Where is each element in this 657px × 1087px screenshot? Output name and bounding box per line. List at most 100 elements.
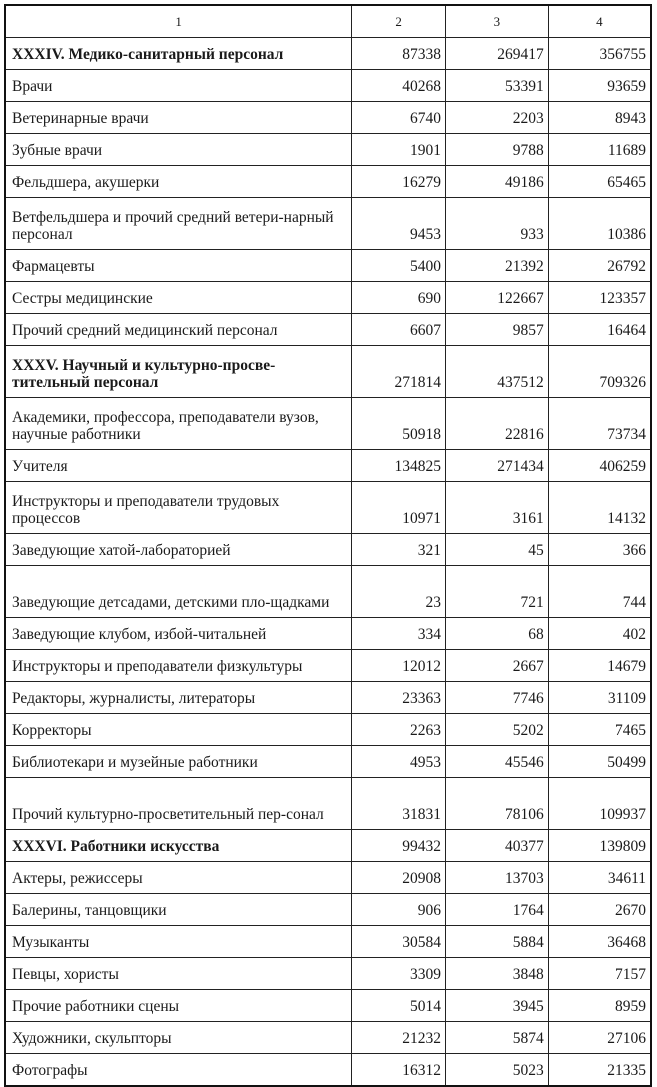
value-col-3: 22816: [445, 397, 549, 450]
row-label: Врачи: [4, 69, 353, 102]
table-row: Прочий культурно-просветительный пер-сон…: [4, 777, 652, 830]
value-col-4: 16464: [547, 313, 652, 346]
value-col-4: 14679: [547, 649, 652, 682]
value-col-2: 6740: [351, 101, 446, 134]
table-row: Музыканты 30584 5884 36468: [4, 925, 652, 958]
value-col-3: 1764: [445, 893, 549, 926]
value-col-3: 13703: [445, 861, 549, 894]
column-header-4: 4: [547, 4, 652, 38]
row-label: XXXVI. Работники искусства: [4, 829, 353, 862]
value-col-4: 709326: [547, 345, 652, 398]
value-col-4: 7157: [547, 957, 652, 990]
value-col-4: 93659: [547, 69, 652, 102]
value-col-2: 31831: [351, 777, 446, 830]
value-col-4: 8959: [547, 989, 652, 1022]
row-label: Фотографы: [4, 1053, 353, 1087]
value-col-4: 366: [547, 533, 652, 566]
value-col-2: 21232: [351, 1021, 446, 1054]
column-header-3: 3: [445, 4, 549, 38]
value-col-4: 7465: [547, 713, 652, 746]
column-number-row: 1 2 3 4: [4, 4, 652, 38]
value-col-3: 2667: [445, 649, 549, 682]
value-col-4: 26792: [547, 249, 652, 282]
value-col-2: 30584: [351, 925, 446, 958]
value-col-2: 3309: [351, 957, 446, 990]
value-col-3: 3945: [445, 989, 549, 1022]
value-col-3: 49186: [445, 165, 549, 198]
table-row: Заведующие хатой-лабораторией 321 45 366: [4, 533, 652, 566]
value-col-2: 87338: [351, 37, 446, 70]
value-col-3: 5023: [445, 1053, 549, 1087]
value-col-3: 271434: [445, 449, 549, 482]
value-col-4: 21335: [547, 1053, 652, 1087]
value-col-2: 5400: [351, 249, 446, 282]
row-label: Прочий культурно-просветительный пер-сон…: [4, 777, 353, 830]
row-label: Редакторы, журналисты, литераторы: [4, 681, 353, 714]
section-header-row: XXXV. Научный и культурно-просве-тительн…: [4, 345, 652, 398]
value-col-2: 50918: [351, 397, 446, 450]
value-col-3: 5202: [445, 713, 549, 746]
value-col-3: 933: [445, 197, 549, 250]
value-col-4: 744: [547, 565, 652, 618]
column-header-1: 1: [4, 4, 353, 38]
row-label: Библиотекари и музейные работники: [4, 745, 353, 778]
value-col-2: 12012: [351, 649, 446, 682]
table-body: XXXIV. Медико-санитарный персонал 87338 26…: [4, 37, 652, 1087]
row-label: Актеры, режиссеры: [4, 861, 353, 894]
table-row: Сестры медицинские 690 122667 123357: [4, 281, 652, 314]
table-row: Фотографы 16312 5023 21335: [4, 1053, 652, 1087]
value-col-2: 690: [351, 281, 446, 314]
value-col-2: 271814: [351, 345, 446, 398]
value-col-3: 2203: [445, 101, 549, 134]
value-col-3: 7746: [445, 681, 549, 714]
table-row: Художники, скульпторы 21232 5874 27106: [4, 1021, 652, 1054]
value-col-3: 45: [445, 533, 549, 566]
row-label: Художники, скульпторы: [4, 1021, 353, 1054]
value-col-2: 23: [351, 565, 446, 618]
value-col-3: 68: [445, 617, 549, 650]
table-row: Учителя 134825 271434 406259: [4, 449, 652, 482]
value-col-4: 2670: [547, 893, 652, 926]
row-label: XXXV. Научный и культурно-просве-тительн…: [4, 345, 353, 398]
value-col-4: 109937: [547, 777, 652, 830]
value-col-4: 50499: [547, 745, 652, 778]
row-label: Инструкторы и преподаватели трудовых про…: [4, 481, 353, 534]
value-col-4: 402: [547, 617, 652, 650]
table-row: Фельдшера, акушерки 16279 49186 65465: [4, 165, 652, 198]
value-col-4: 14132: [547, 481, 652, 534]
value-col-4: 31109: [547, 681, 652, 714]
row-label: Заведующие хатой-лабораторией: [4, 533, 353, 566]
value-col-2: 16279: [351, 165, 446, 198]
statistics-table: 1 2 3 4 XXXIV. Медико-санитарный персона…: [4, 4, 652, 1087]
table-row: Инструкторы и преподаватели физкультуры 1…: [4, 649, 652, 682]
value-col-2: 9453: [351, 197, 446, 250]
value-col-3: 5884: [445, 925, 549, 958]
value-col-3: 721: [445, 565, 549, 618]
value-col-2: 2263: [351, 713, 446, 746]
row-label: Музыканты: [4, 925, 353, 958]
value-col-4: 356755: [547, 37, 652, 70]
value-col-4: 8943: [547, 101, 652, 134]
row-label: Инструкторы и преподаватели физкультуры: [4, 649, 353, 682]
row-label: XXXIV. Медико-санитарный персонал: [4, 37, 353, 70]
value-col-4: 406259: [547, 449, 652, 482]
row-label: Прочий средний медицинский персонал: [4, 313, 353, 346]
value-col-3: 5874: [445, 1021, 549, 1054]
row-label: Ветфельдшера и прочий средний ветери-нар…: [4, 197, 353, 250]
value-col-2: 16312: [351, 1053, 446, 1087]
value-col-3: 21392: [445, 249, 549, 282]
table-row: Врачи 40268 53391 93659: [4, 69, 652, 102]
value-col-4: 73734: [547, 397, 652, 450]
value-col-4: 36468: [547, 925, 652, 958]
row-label: Прочие работники сцены: [4, 989, 353, 1022]
value-col-3: 9857: [445, 313, 549, 346]
value-col-3: 9788: [445, 133, 549, 166]
column-header-2: 2: [351, 4, 446, 38]
value-col-2: 10971: [351, 481, 446, 534]
value-col-3: 269417: [445, 37, 549, 70]
value-col-2: 334: [351, 617, 446, 650]
table-row: Заведующие детсадами, детскими пло-щадка…: [4, 565, 652, 618]
value-col-3: 3161: [445, 481, 549, 534]
value-col-2: 5014: [351, 989, 446, 1022]
table-row: Академики, профессора, преподаватели вуз…: [4, 397, 652, 450]
